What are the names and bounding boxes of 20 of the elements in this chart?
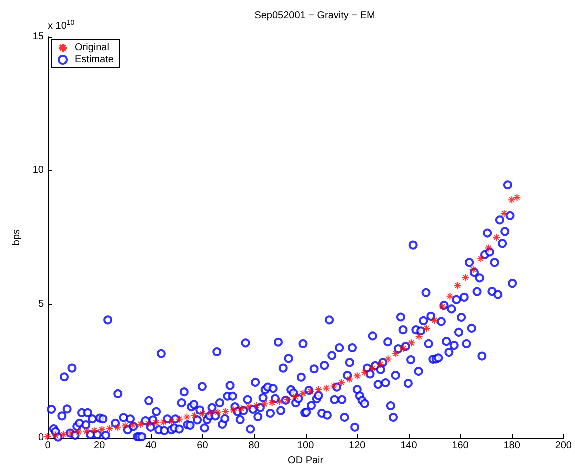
x-tick-label: 100 bbox=[297, 440, 315, 452]
y-tick-label: 10 bbox=[32, 165, 44, 176]
legend-label: Estimate bbox=[75, 54, 114, 66]
y-tick-label: 15 bbox=[32, 32, 44, 42]
y-tick-label: 0 bbox=[38, 432, 44, 444]
x-tick-label: 120 bbox=[349, 440, 366, 452]
chart-title: Sep052001 − Gravity − EM bbox=[254, 10, 376, 22]
x-tick-label: 20 bbox=[94, 440, 106, 452]
x-axis-title: OD Pair bbox=[288, 456, 324, 466]
y-axis-title: bps bbox=[11, 229, 22, 246]
x-tick-label: 160 bbox=[452, 440, 470, 452]
x-tick-label: 200 bbox=[555, 440, 572, 452]
x-tick-label: 60 bbox=[197, 440, 209, 452]
x-tick-label: 180 bbox=[504, 440, 521, 452]
legend-label: Original bbox=[75, 42, 110, 54]
x-tick-label: 80 bbox=[248, 440, 260, 452]
x-tick-label: 40 bbox=[146, 440, 158, 452]
x-tick-label: 0 bbox=[45, 440, 52, 452]
x-tick-label: 140 bbox=[400, 440, 418, 452]
y-tick-label: 5 bbox=[38, 298, 44, 310]
